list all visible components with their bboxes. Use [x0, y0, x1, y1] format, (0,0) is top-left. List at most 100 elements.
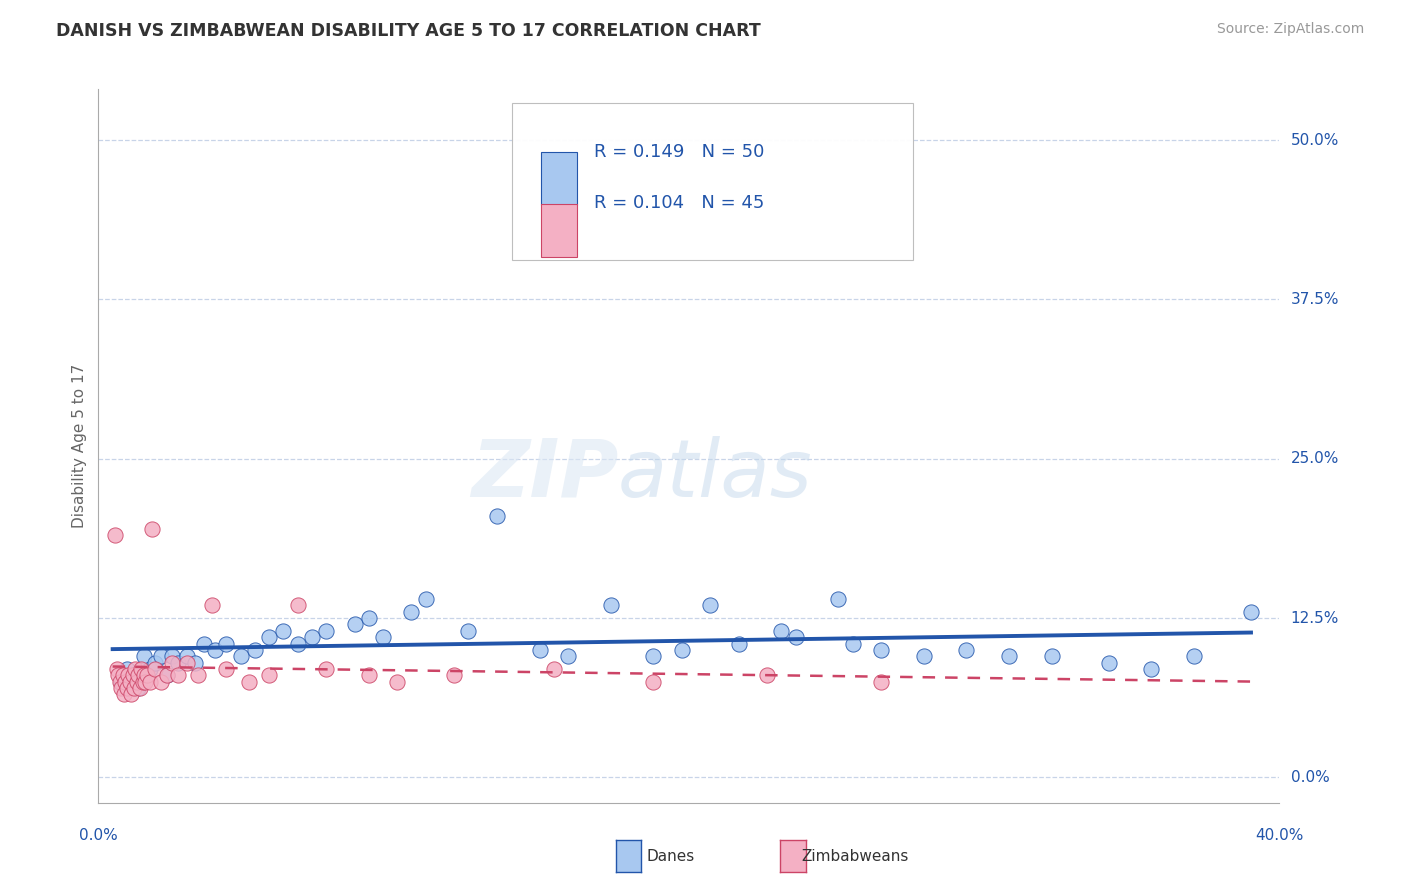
Point: [125, 674, 148, 689]
Point: [1098, 656, 1121, 670]
Point: [543, 662, 565, 676]
Text: 0.0%: 0.0%: [1291, 770, 1329, 785]
Text: Source: ZipAtlas.com: Source: ZipAtlas.com: [1216, 22, 1364, 37]
Point: [108, 674, 131, 689]
Point: [110, 674, 132, 689]
Point: [443, 668, 465, 682]
Point: [143, 656, 166, 670]
Point: [643, 674, 665, 689]
Text: Danes: Danes: [647, 849, 695, 863]
Point: [257, 630, 280, 644]
Point: [127, 668, 149, 682]
Point: [111, 668, 134, 682]
Point: [132, 649, 155, 664]
Text: Zimbabweans: Zimbabweans: [801, 849, 908, 863]
Point: [167, 656, 190, 670]
Point: [756, 668, 779, 682]
Point: [117, 668, 139, 682]
Point: [229, 649, 252, 664]
Point: [135, 668, 157, 682]
Point: [193, 636, 215, 650]
Point: [1182, 649, 1205, 664]
Point: [357, 611, 380, 625]
Point: [827, 591, 849, 606]
Point: [187, 668, 209, 682]
Point: [127, 681, 149, 695]
Point: [998, 649, 1021, 664]
Point: [287, 599, 309, 613]
Point: [343, 617, 366, 632]
Point: [238, 674, 260, 689]
Point: [112, 688, 135, 702]
Text: atlas: atlas: [619, 435, 813, 514]
FancyBboxPatch shape: [541, 203, 576, 257]
Point: [129, 662, 152, 676]
Point: [121, 668, 143, 682]
FancyBboxPatch shape: [541, 152, 576, 205]
Point: [132, 668, 155, 682]
Point: [557, 649, 579, 664]
Text: 25.0%: 25.0%: [1291, 451, 1339, 467]
Text: DANISH VS ZIMBABWEAN DISABILITY AGE 5 TO 17 CORRELATION CHART: DANISH VS ZIMBABWEAN DISABILITY AGE 5 TO…: [56, 22, 761, 40]
Point: [841, 636, 863, 650]
Point: [955, 643, 977, 657]
Point: [1140, 662, 1163, 676]
Point: [115, 662, 138, 676]
Point: [138, 662, 160, 676]
Point: [118, 674, 141, 689]
Point: [301, 630, 323, 644]
Point: [150, 649, 173, 664]
Point: [128, 681, 150, 695]
Point: [138, 674, 160, 689]
Text: 12.5%: 12.5%: [1291, 610, 1339, 625]
Point: [105, 662, 128, 676]
Point: [162, 649, 184, 664]
FancyBboxPatch shape: [512, 103, 914, 260]
Point: [176, 649, 198, 664]
Point: [699, 599, 721, 613]
Point: [114, 674, 136, 689]
Point: [215, 662, 238, 676]
Point: [156, 668, 179, 682]
Point: [204, 643, 226, 657]
Point: [141, 522, 163, 536]
Point: [104, 528, 127, 542]
Point: [529, 643, 551, 657]
Point: [156, 668, 179, 682]
Point: [243, 643, 266, 657]
Point: [770, 624, 793, 638]
Point: [415, 591, 437, 606]
Point: [599, 599, 621, 613]
Point: [110, 681, 132, 695]
Point: [287, 636, 309, 650]
Point: [870, 643, 893, 657]
Point: [134, 674, 156, 689]
Text: ZIP: ZIP: [471, 435, 619, 514]
Text: R = 0.149   N = 50: R = 0.149 N = 50: [595, 143, 765, 161]
Point: [176, 656, 198, 670]
Point: [162, 656, 184, 670]
Point: [131, 674, 153, 689]
Point: [150, 674, 173, 689]
Point: [120, 688, 142, 702]
Point: [485, 509, 508, 524]
Point: [1040, 649, 1063, 664]
Point: [184, 656, 207, 670]
Point: [387, 674, 409, 689]
Point: [912, 649, 935, 664]
Text: 0.0%: 0.0%: [79, 828, 118, 843]
Y-axis label: Disability Age 5 to 17: Disability Age 5 to 17: [72, 364, 87, 528]
Text: 40.0%: 40.0%: [1256, 828, 1303, 843]
Point: [167, 668, 190, 682]
Point: [107, 668, 129, 682]
Text: 50.0%: 50.0%: [1291, 133, 1339, 148]
Point: [122, 681, 145, 695]
Point: [357, 668, 380, 682]
Point: [785, 630, 807, 644]
Point: [121, 668, 143, 682]
Point: [124, 662, 146, 676]
Point: [643, 649, 665, 664]
Point: [115, 681, 138, 695]
Point: [401, 605, 423, 619]
Point: [727, 636, 749, 650]
